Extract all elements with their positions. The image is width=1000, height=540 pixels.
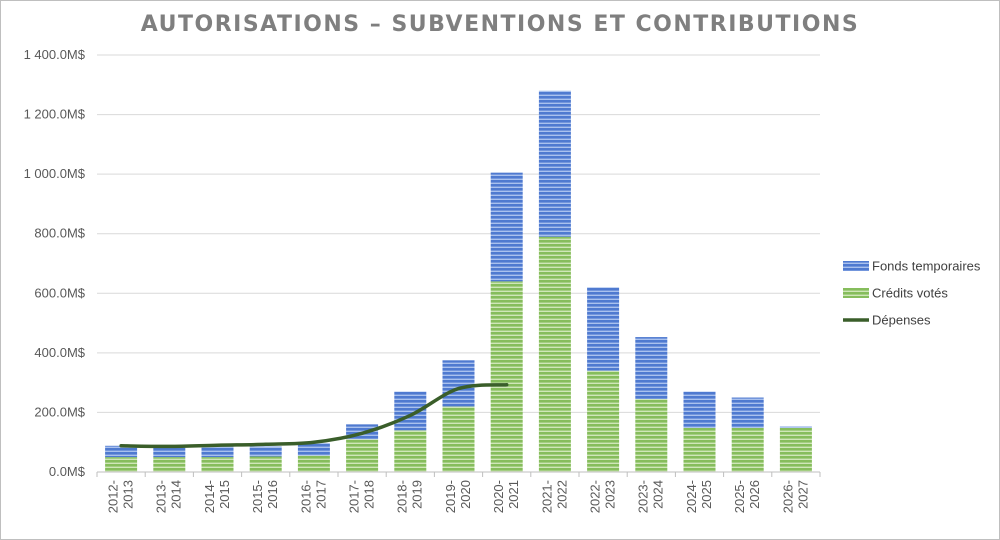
bar-fonds-temporaires [490,172,523,282]
x-tick-label: 2022 [554,480,569,509]
x-tick-label: 2024 [651,480,666,509]
x-tick-label: 2018 [362,480,377,509]
x-tick-label: 2021 [506,480,521,509]
x-tick-label: 2025 [699,480,714,509]
x-tick-label: 2012- [106,480,121,513]
bar-credits-votes [731,427,764,472]
bar-credits-votes [153,457,186,472]
x-tick-label: 2025- [732,480,747,513]
x-tick-label: 2021- [539,480,554,513]
x-tick-label: 2018- [395,480,410,513]
y-axis-ticks: 0.0M$ 200.0M$ 400.0M$ 600.0M$ 800.0M$ 1 000.0… [24,47,86,479]
x-tick-label: 2026 [747,480,762,509]
x-tick-label: 2024- [684,480,699,513]
bar-credits-votes [201,457,234,472]
bar-fonds-temporaires [442,360,475,407]
x-tick-label: 2015 [217,480,232,509]
x-tick-label: 2023 [603,480,618,509]
bar-credits-votes [297,455,330,472]
bar-fonds-temporaires [105,445,138,458]
bar-fonds-temporaires [153,446,186,458]
bar-fonds-temporaires [201,446,234,458]
y-tick-label: 1 200.0M$ [24,107,86,122]
bar-fonds-temporaires [587,287,620,371]
x-tick-label: 2019 [410,480,425,509]
y-tick-label: 1 400.0M$ [24,47,86,62]
bar-credits-votes [394,430,427,472]
x-tick-label: 2013- [154,480,169,513]
bar-credits-votes [442,406,475,472]
bar-fonds-temporaires [731,397,764,428]
bar-fonds-temporaires [635,337,668,400]
bar-credits-votes [683,427,716,472]
bar-credits-votes [587,370,620,472]
depenses-line-group [119,382,509,449]
legend-label: Crédits votés [872,286,948,301]
bar-credits-votes [635,399,668,472]
x-tick-label: 2013 [121,480,136,509]
bar-credits-votes [346,439,379,472]
x-tick-label: 2026- [780,480,795,513]
depenses-line [119,382,509,449]
bar-fonds-temporaires [249,446,282,457]
x-tick-label: 2016 [265,480,280,509]
legend-swatch [843,261,869,271]
gridlines [97,54,820,473]
bar-fonds-temporaires [538,90,571,237]
legend-swatch [843,288,869,298]
y-tick-label: 0.0M$ [49,464,86,479]
x-tick-label: 2023- [636,480,651,513]
bar-credits-votes [249,456,282,472]
chart-title: AUTORISATIONS – SUBVENTIONS ET CONTRIBUT… [140,12,860,37]
bar-fonds-temporaires [779,426,812,428]
bar-fonds-temporaires [683,391,716,428]
x-tick-label: 2014- [202,480,217,513]
bar-credits-votes [490,281,523,472]
bar-credits-votes [105,457,138,472]
x-axis-ticks: 2012- 2013 2013- 2014 2014- 2015 2015- 2016 2016… [106,480,811,513]
y-tick-label: 800.0M$ [34,226,85,241]
x-tick-label: 2014 [169,480,184,509]
x-tick-label: 2027 [795,480,810,509]
x-tick-label: 2020 [458,480,473,509]
x-tick-label: 2016- [298,480,313,513]
x-tick-label: 2019- [443,480,458,513]
x-tick-label: 2022- [588,480,603,513]
x-tick-label: 2015- [250,480,265,513]
x-tick-label: 2017- [347,480,362,513]
y-tick-label: 400.0M$ [34,345,85,360]
y-tick-label: 1 000.0M$ [24,166,86,181]
y-tick-label: 200.0M$ [34,404,85,419]
y-tick-label: 600.0M$ [34,285,85,300]
bar-credits-votes [538,236,571,472]
x-tick-label: 2020- [491,480,506,513]
x-tick-label: 2017 [313,480,328,509]
legend: Fonds temporaires Crédits votés Dépenses [843,259,981,328]
legend-label: Fonds temporaires [872,259,981,274]
legend-label: Dépenses [872,313,931,328]
bar-credits-votes [779,427,812,472]
bars [96,90,821,477]
bar-fonds-temporaires [297,443,330,456]
